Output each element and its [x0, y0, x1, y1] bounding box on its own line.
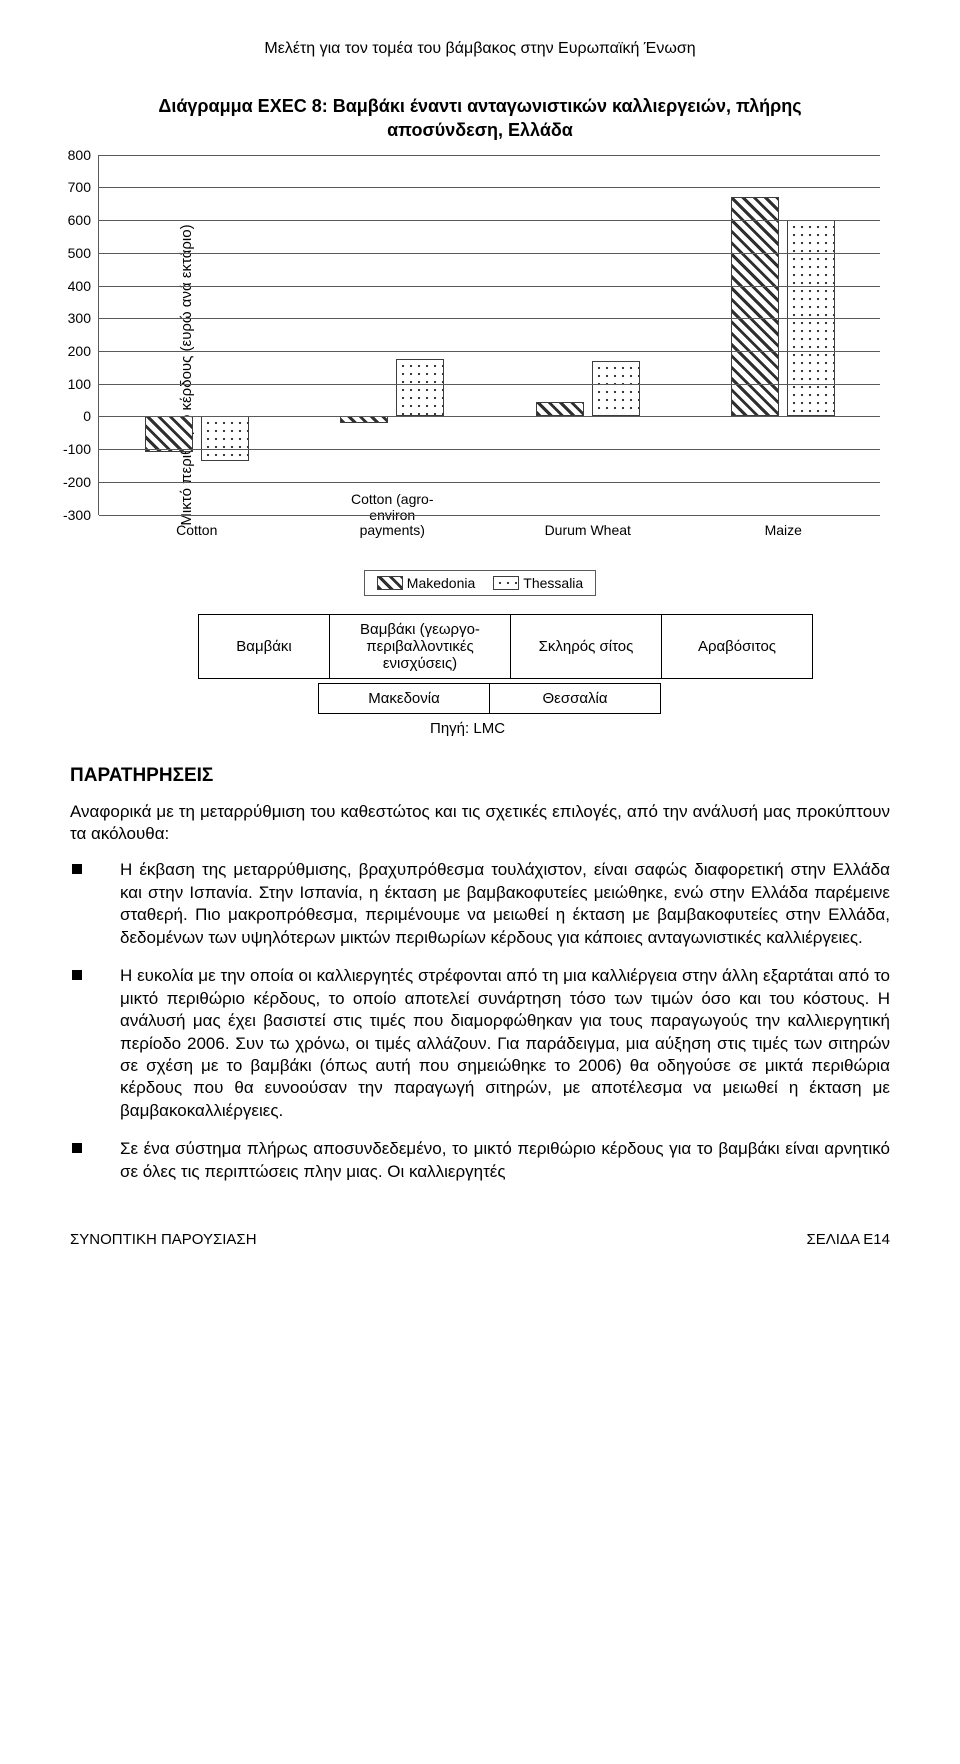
grid-line — [99, 351, 880, 352]
cell: Θεσσαλία — [490, 683, 661, 713]
grid-line — [99, 187, 880, 188]
y-tick-label: 300 — [47, 310, 91, 326]
legend-item: Makedonia — [377, 575, 476, 591]
y-tick-label: -100 — [47, 441, 91, 457]
category-label: Maize — [765, 523, 802, 538]
grid-line — [99, 515, 880, 516]
grid-line — [99, 220, 880, 221]
grid-line — [99, 384, 880, 385]
bar — [201, 416, 249, 460]
bar — [396, 359, 444, 416]
bar — [536, 402, 584, 417]
y-tick-label: 700 — [47, 179, 91, 195]
bullet-item: Η ευκολία με την οποία οι καλλιεργητές σ… — [70, 965, 890, 1122]
grid-line — [99, 155, 880, 156]
y-tick-label: 400 — [47, 278, 91, 294]
grid-line — [99, 286, 880, 287]
grid-line — [99, 318, 880, 319]
legend-swatch-hatched — [377, 576, 403, 590]
grid-line — [99, 482, 880, 483]
y-tick-label: -200 — [47, 474, 91, 490]
bar-group: Cotton (agro-environ payments) — [295, 155, 491, 515]
bullet-item: Σε ένα σύστημα πλήρως αποσυνδεδεμένο, το… — [70, 1138, 890, 1183]
y-tick-label: 800 — [47, 147, 91, 163]
legend-swatch-dotted — [493, 576, 519, 590]
grid-line — [99, 449, 880, 450]
cell: Βαμβάκι — [199, 614, 330, 678]
cell: Μακεδονία — [319, 683, 490, 713]
y-tick-label: -300 — [47, 507, 91, 523]
chart-area: Μικτό περιθώριο κέρδους (ευρώ ανά εκτάρι… — [80, 155, 880, 596]
footer-right: ΣΕΛΙΔΑ E14 — [806, 1231, 890, 1248]
cell: Βαμβάκι (γεωργο- περιβαλλοντικές ενισχύσ… — [330, 614, 511, 678]
y-tick-label: 200 — [47, 343, 91, 359]
y-tick-label: 600 — [47, 212, 91, 228]
intro-paragraph: Αναφορικά με τη μεταρρύθμιση του καθεστώ… — [70, 801, 890, 846]
bar — [145, 416, 193, 452]
chart-legend: Makedonia Thessalia — [364, 570, 596, 596]
footer-left: ΣΥΝΟΠΤΙΚΗ ΠΑΡΟΥΣΙΑΣΗ — [70, 1231, 257, 1248]
cell: Σκληρός σίτος — [511, 614, 662, 678]
section-title: ΠΑΡΑΤΗΡΗΣΕΙΣ — [70, 765, 890, 787]
y-tick-label: 100 — [47, 376, 91, 392]
mapping-tables: Βαμβάκι Βαμβάκι (γεωργο- περιβαλλοντικές… — [130, 614, 830, 737]
grid-line — [99, 253, 880, 254]
cell: Αραβόσιτος — [662, 614, 813, 678]
grid-line — [99, 416, 880, 417]
series-mapping-table: Μακεδονία Θεσσαλία — [318, 683, 661, 714]
bullet-item: Η έκβαση της μεταρρύθμισης, βραχυπρόθεσμ… — [70, 859, 890, 949]
y-tick-label: 500 — [47, 245, 91, 261]
bar-group: Durum Wheat — [490, 155, 686, 515]
category-label: Cotton — [176, 523, 217, 538]
bar-group: Maize — [686, 155, 882, 515]
legend-item: Thessalia — [493, 575, 583, 591]
chart-source: Πηγή: LMC — [430, 720, 830, 737]
page-footer: ΣΥΝΟΠΤΙΚΗ ΠΑΡΟΥΣΙΑΣΗ ΣΕΛΙΔΑ E14 — [70, 1231, 890, 1248]
chart-title: Διάγραμμα EXEC 8: Βαμβάκι έναντι ανταγων… — [130, 94, 830, 143]
bar-chart: CottonCotton (agro-environ payments)Duru… — [98, 155, 880, 515]
legend-label: Makedonia — [407, 575, 476, 591]
bar — [592, 361, 640, 417]
category-mapping-table: Βαμβάκι Βαμβάκι (γεωργο- περιβαλλοντικές… — [198, 614, 813, 679]
page-header: Μελέτη για τον τομέα του βάμβακος στην Ε… — [70, 40, 890, 58]
legend-label: Thessalia — [523, 575, 583, 591]
y-tick-label: 0 — [47, 408, 91, 424]
category-label: Durum Wheat — [545, 523, 631, 538]
bar-group: Cotton — [99, 155, 295, 515]
